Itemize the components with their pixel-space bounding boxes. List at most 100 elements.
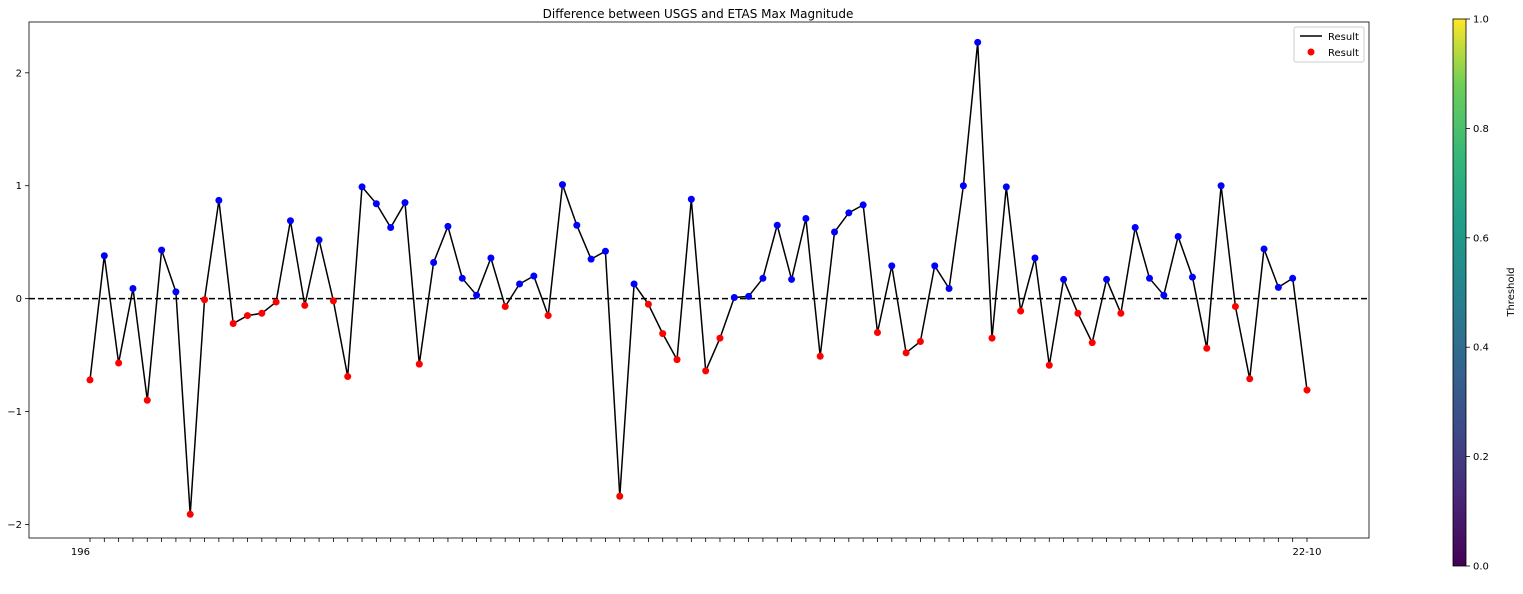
data-point: [573, 221, 581, 229]
data-point: [100, 252, 108, 260]
data-point: [859, 201, 867, 209]
data-point: [329, 297, 337, 305]
data-point: [959, 182, 967, 190]
data-point: [201, 296, 209, 304]
data-point: [1060, 275, 1068, 283]
data-point: [587, 255, 595, 263]
chart-title: Difference between USGS and ETAS Max Mag…: [543, 7, 854, 21]
data-point: [286, 217, 294, 225]
data-point: [1274, 283, 1282, 291]
data-point: [544, 312, 552, 320]
y-tick-label: −2: [7, 520, 22, 531]
data-point: [702, 367, 710, 375]
data-point: [516, 280, 524, 288]
data-point: [401, 199, 409, 207]
data-point: [816, 352, 824, 360]
colorbar-tick-label: 0.8: [1473, 124, 1489, 135]
data-point: [243, 312, 251, 320]
data-point: [129, 284, 137, 292]
data-point: [558, 181, 566, 189]
data-point: [1103, 275, 1111, 283]
data-point: [487, 254, 495, 262]
data-point: [272, 298, 280, 306]
data-point: [931, 262, 939, 270]
data-point: [601, 247, 609, 255]
data-point: [802, 214, 810, 222]
data-point: [1289, 274, 1297, 282]
data-point: [1217, 182, 1225, 190]
data-point: [158, 246, 166, 254]
data-point: [673, 356, 681, 364]
data-point: [501, 303, 509, 311]
data-point: [888, 262, 896, 270]
data-point: [530, 272, 538, 280]
data-point: [372, 200, 380, 208]
y-tick-label: 0: [16, 294, 22, 305]
data-point: [1303, 386, 1311, 394]
data-point: [945, 284, 953, 292]
plot-frame: [28, 21, 1370, 539]
data-point: [1031, 254, 1039, 262]
data-point: [1160, 291, 1168, 299]
plot-area: −2 −1 0 1 2 196 22-10: [7, 21, 1370, 558]
data-point: [687, 195, 695, 203]
data-point: [1131, 223, 1139, 231]
colorbar-tick-label: 0.0: [1473, 562, 1489, 573]
data-point: [1203, 344, 1211, 352]
data-point: [301, 301, 309, 309]
data-point: [344, 373, 352, 381]
colorbar-label: Threshold: [1506, 267, 1517, 317]
data-point: [873, 329, 881, 337]
data-point: [644, 300, 652, 308]
data-point: [315, 236, 323, 244]
legend: Result Result: [1293, 26, 1365, 63]
data-point: [988, 334, 996, 342]
colorbar-gradient: [1452, 18, 1467, 567]
data-point: [745, 292, 753, 300]
data-point: [115, 359, 123, 367]
data-point: [974, 38, 982, 46]
data-point: [444, 222, 452, 230]
data-point: [1088, 339, 1096, 347]
data-point: [86, 376, 94, 384]
data-point: [186, 510, 194, 518]
data-point: [430, 258, 438, 266]
data-point: [845, 209, 853, 217]
data-point: [716, 334, 724, 342]
data-point: [902, 349, 910, 357]
data-point: [1174, 233, 1182, 241]
data-point: [1045, 361, 1053, 369]
y-tick-label: 2: [16, 68, 22, 79]
data-point: [1146, 274, 1154, 282]
legend-label-line: Result: [1328, 32, 1359, 43]
colorbar: 0.0 0.2 0.4 0.6 0.8 1.0 Threshold: [1452, 15, 1517, 573]
x-tick-label-first: 196: [71, 547, 90, 558]
data-point: [831, 228, 839, 236]
data-point: [1002, 183, 1010, 191]
series-line: [89, 42, 1308, 515]
data-point: [1074, 309, 1082, 317]
data-point: [730, 294, 738, 302]
data-point: [387, 223, 395, 231]
data-point: [358, 183, 366, 191]
data-point: [1246, 375, 1254, 383]
data-point: [1188, 273, 1196, 281]
data-point: [172, 288, 180, 296]
data-point: [1231, 303, 1239, 311]
data-point: [143, 396, 151, 404]
x-tick-label-last: 22-10: [1292, 547, 1321, 558]
data-point: [258, 309, 266, 317]
data-point: [659, 330, 667, 338]
data-point: [415, 360, 423, 368]
data-point: [788, 275, 796, 283]
legend-marker-swatch: [1307, 48, 1315, 56]
data-point: [773, 221, 781, 229]
data-point: [1117, 309, 1125, 317]
colorbar-tick-label: 0.2: [1473, 452, 1489, 463]
data-point: [630, 280, 638, 288]
data-point: [473, 291, 481, 299]
data-point: [1017, 307, 1025, 315]
data-point: [916, 338, 924, 346]
legend-label-marker: Result: [1328, 48, 1359, 59]
